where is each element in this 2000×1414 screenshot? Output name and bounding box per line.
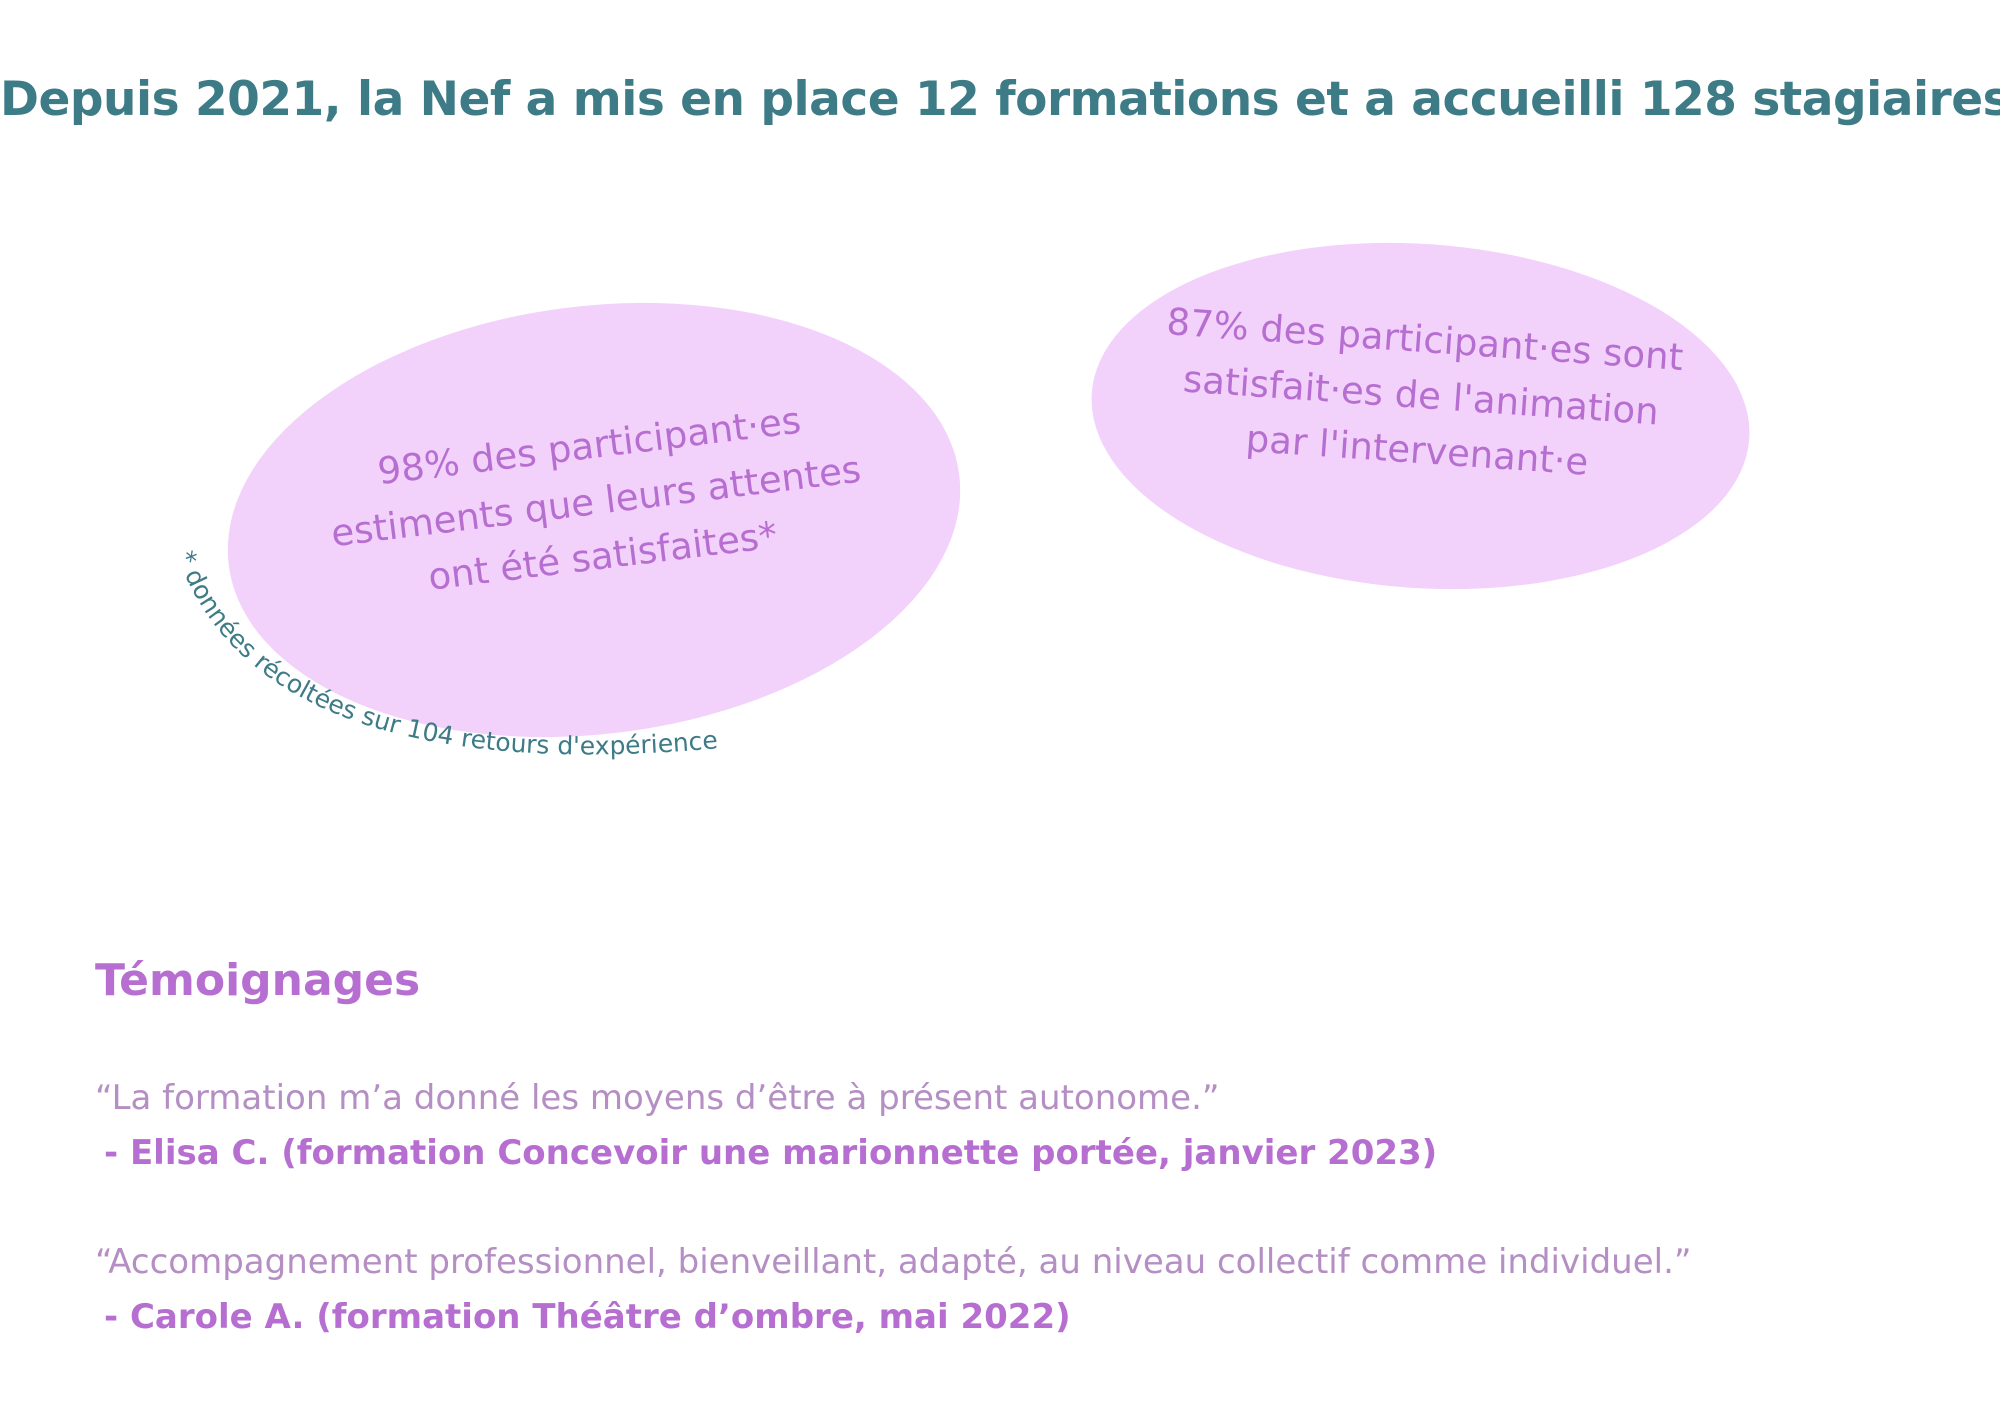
testimonial-quote: “Accompagnement professionnel, bienveill… <box>95 1242 1692 1282</box>
testimonials-title: Témoignages <box>95 955 421 1006</box>
headline: Depuis 2021, la Nef a mis en place 12 fo… <box>0 72 2000 127</box>
testimonial-author: - Carole A. (formation Théâtre d’ombre, … <box>104 1297 1071 1337</box>
testimonial-quote: “La formation m’a donné les moyens d’êtr… <box>95 1078 1220 1118</box>
testimonial-author: - Elisa C. (formation Concevoir une mari… <box>104 1133 1438 1173</box>
